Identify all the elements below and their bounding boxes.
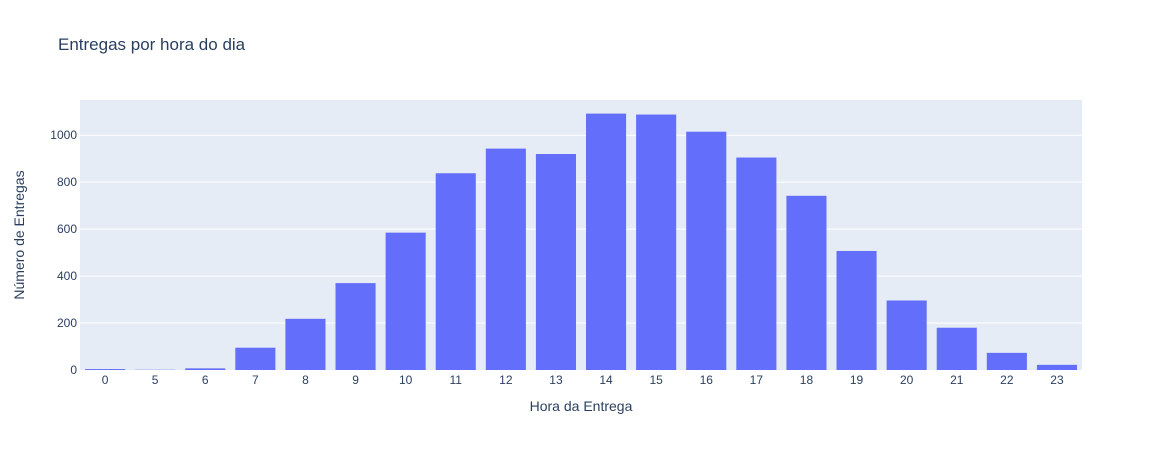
x-tick-label: 13 (549, 373, 563, 387)
bar-hour-15[interactable] (636, 114, 677, 370)
x-tick-label: 15 (649, 373, 663, 387)
bar-hour-10[interactable] (385, 232, 426, 370)
x-tick-label: 22 (1000, 373, 1014, 387)
y-axis-title: Número de Entregas (11, 170, 27, 299)
x-tick-label: 8 (302, 373, 309, 387)
bar-hour-19[interactable] (836, 250, 877, 370)
x-axis-title: Hora da Entrega (530, 398, 633, 414)
bar-hour-7[interactable] (235, 347, 276, 370)
y-tick-label: 1000 (50, 128, 77, 142)
x-tick-label: 17 (750, 373, 764, 387)
bar-hour-11[interactable] (435, 173, 476, 370)
x-tick-label: 0 (102, 373, 109, 387)
x-tick-label: 21 (950, 373, 964, 387)
bar-hour-12[interactable] (485, 148, 526, 370)
y-tick-label: 0 (70, 363, 77, 377)
bar-hour-23[interactable] (1036, 364, 1077, 370)
x-tick-label: 11 (450, 373, 463, 387)
bar-hour-21[interactable] (936, 327, 977, 370)
x-tick-label: 7 (252, 373, 259, 387)
bars (85, 113, 1077, 370)
x-tick-label: 5 (152, 373, 159, 387)
plot-area (80, 100, 1082, 370)
x-tick-label: 14 (599, 373, 613, 387)
x-tick-label: 9 (352, 373, 359, 387)
y-tick-label: 600 (57, 222, 77, 236)
bar-hour-9[interactable] (335, 283, 376, 370)
x-tick-label: 10 (399, 373, 413, 387)
chart-title: Entregas por hora do dia (58, 35, 246, 54)
bar-hour-18[interactable] (786, 195, 827, 370)
x-tick-label: 18 (800, 373, 814, 387)
y-axis-ticks: 0 200 400 600 800 1000 (50, 128, 77, 377)
bar-hour-16[interactable] (686, 131, 727, 370)
bar-hour-22[interactable] (986, 352, 1027, 370)
bar-hour-6[interactable] (185, 368, 226, 370)
x-tick-label: 12 (499, 373, 513, 387)
y-tick-label: 800 (57, 175, 77, 189)
x-tick-label: 20 (900, 373, 914, 387)
bar-hour-14[interactable] (586, 113, 627, 370)
y-tick-label: 400 (57, 269, 77, 283)
bar-hour-17[interactable] (736, 157, 777, 370)
bar-hour-20[interactable] (886, 300, 927, 370)
y-tick-label: 200 (57, 316, 77, 330)
bar-hour-13[interactable] (535, 154, 576, 370)
x-axis-ticks: 0 5 6 7 8 9 10 11 12 13 14 15 16 17 18 19 20 21 22 23 (102, 373, 1064, 387)
x-tick-label: 23 (1050, 373, 1064, 387)
x-tick-label: 6 (202, 373, 209, 387)
x-tick-label: 19 (850, 373, 864, 387)
bar-hour-0[interactable] (85, 369, 126, 370)
bar-hour-8[interactable] (285, 318, 326, 370)
x-tick-label: 16 (700, 373, 714, 387)
